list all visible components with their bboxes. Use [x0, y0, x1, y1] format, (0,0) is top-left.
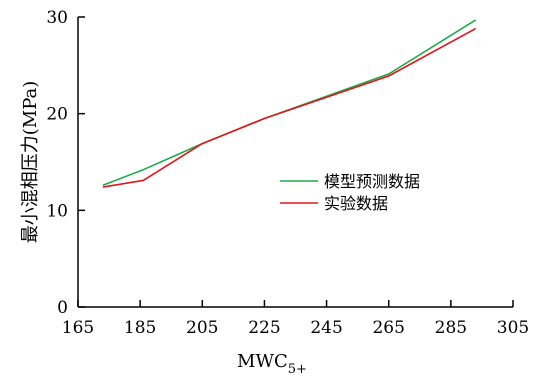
y-ticks: 0 10 20 30 [46, 8, 85, 318]
y-tick-label: 20 [46, 105, 68, 125]
y-axis-title: 最小混相压力(MPa) [20, 81, 41, 244]
x-tick-label: 225 [248, 318, 280, 338]
series-line-2 [102, 27, 477, 188]
series-layer [102, 19, 477, 188]
x-tick-label: 265 [372, 318, 404, 338]
x-tick-label: 185 [124, 318, 156, 338]
x-tick-label: 205 [186, 318, 218, 338]
x-tick-label: 165 [62, 318, 94, 338]
x-tick-label: 245 [310, 318, 342, 338]
x-axis-title-main: MWC [237, 351, 288, 372]
x-tick-label: 305 [497, 318, 529, 338]
legend-label-2: 实验数据 [324, 194, 388, 213]
x-axis-title-subscript: 5+ [288, 362, 307, 377]
axes [77, 17, 513, 308]
y-tick-label: 10 [46, 201, 68, 221]
y-tick-label: 30 [46, 8, 68, 28]
x-axis-title: MWC5+ [237, 351, 307, 377]
x-tick-label: 285 [435, 318, 467, 338]
x-ticks: 165 185 205 225 245 265 285 305 [62, 300, 529, 338]
y-tick-label: 0 [57, 298, 68, 318]
series-line-1 [102, 19, 477, 186]
legend-label-1: 模型预测数据 [324, 172, 420, 191]
